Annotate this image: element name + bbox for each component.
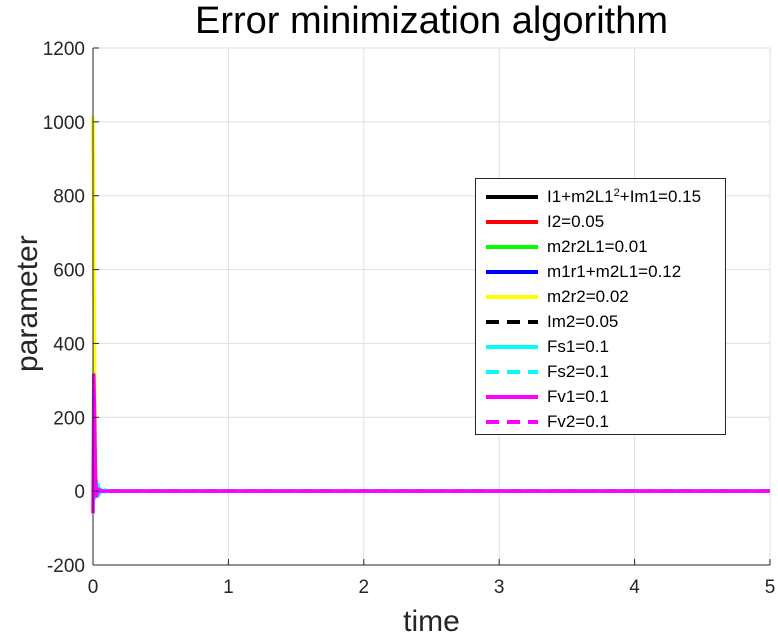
legend-swatch bbox=[484, 314, 540, 330]
legend-label: Fs1=0.1 bbox=[547, 337, 609, 357]
y-tick-label: 600 bbox=[53, 261, 85, 282]
x-axis-label: time bbox=[93, 605, 770, 639]
y-tick-label: 1000 bbox=[43, 113, 85, 134]
legend-entry: Fs2=0.1 bbox=[476, 360, 725, 385]
legend-entry: Fv1=0.1 bbox=[476, 385, 725, 410]
legend-swatch bbox=[484, 364, 540, 380]
x-tick-label: 0 bbox=[88, 577, 99, 598]
legend-entry: I2=0.05 bbox=[476, 210, 725, 235]
legend-swatch bbox=[484, 214, 540, 230]
legend-entry: m1r1+m2L1=0.12 bbox=[476, 260, 725, 285]
chart-title: Error minimization algorithm bbox=[93, 0, 770, 43]
legend-entry: Im2=0.05 bbox=[476, 310, 725, 335]
x-tick-label: 3 bbox=[494, 577, 505, 598]
legend-swatch bbox=[484, 189, 540, 205]
y-tick-label: 400 bbox=[53, 334, 85, 355]
legend-entry: m2r2=0.02 bbox=[476, 285, 725, 310]
y-axis-label: parameter bbox=[11, 242, 45, 372]
y-tick-label: 0 bbox=[74, 482, 85, 503]
legend-entry: I1+m2L12+Im1=0.15 bbox=[476, 185, 725, 210]
chart-legend: I1+m2L12+Im1=0.15 I2=0.05 m2r2L1=0.01 m1r1+… bbox=[475, 178, 726, 435]
y-tick-label: 1200 bbox=[43, 39, 85, 60]
legend-label: Im2=0.05 bbox=[547, 312, 618, 332]
legend-label: m2r2L1=0.01 bbox=[547, 237, 648, 257]
y-tick-label: 800 bbox=[53, 187, 85, 208]
legend-label: m2r2=0.02 bbox=[547, 287, 629, 307]
x-tick-label: 4 bbox=[629, 577, 640, 598]
legend-label: Fs2=0.1 bbox=[547, 362, 609, 382]
legend-entry: Fs1=0.1 bbox=[476, 335, 725, 360]
legend-swatch bbox=[484, 339, 540, 355]
legend-entry: m2r2L1=0.01 bbox=[476, 235, 725, 260]
legend-label: Fv2=0.1 bbox=[547, 412, 609, 432]
x-tick-label: 5 bbox=[765, 577, 776, 598]
x-tick-label: 2 bbox=[359, 577, 370, 598]
legend-swatch bbox=[484, 289, 540, 305]
legend-swatch bbox=[484, 264, 540, 280]
legend-swatch bbox=[484, 389, 540, 405]
legend-label: m1r1+m2L1=0.12 bbox=[547, 262, 681, 282]
legend-swatch bbox=[484, 414, 540, 430]
y-tick-label: -200 bbox=[47, 556, 85, 577]
legend-swatch bbox=[484, 239, 540, 255]
x-tick-label: 1 bbox=[223, 577, 234, 598]
legend-label: Fv1=0.1 bbox=[547, 387, 609, 407]
y-tick-label: 200 bbox=[53, 408, 85, 429]
legend-entry: Fv2=0.1 bbox=[476, 410, 725, 435]
legend-label: I1+m2L12+Im1=0.15 bbox=[547, 187, 701, 207]
legend-label: I2=0.05 bbox=[547, 212, 604, 232]
